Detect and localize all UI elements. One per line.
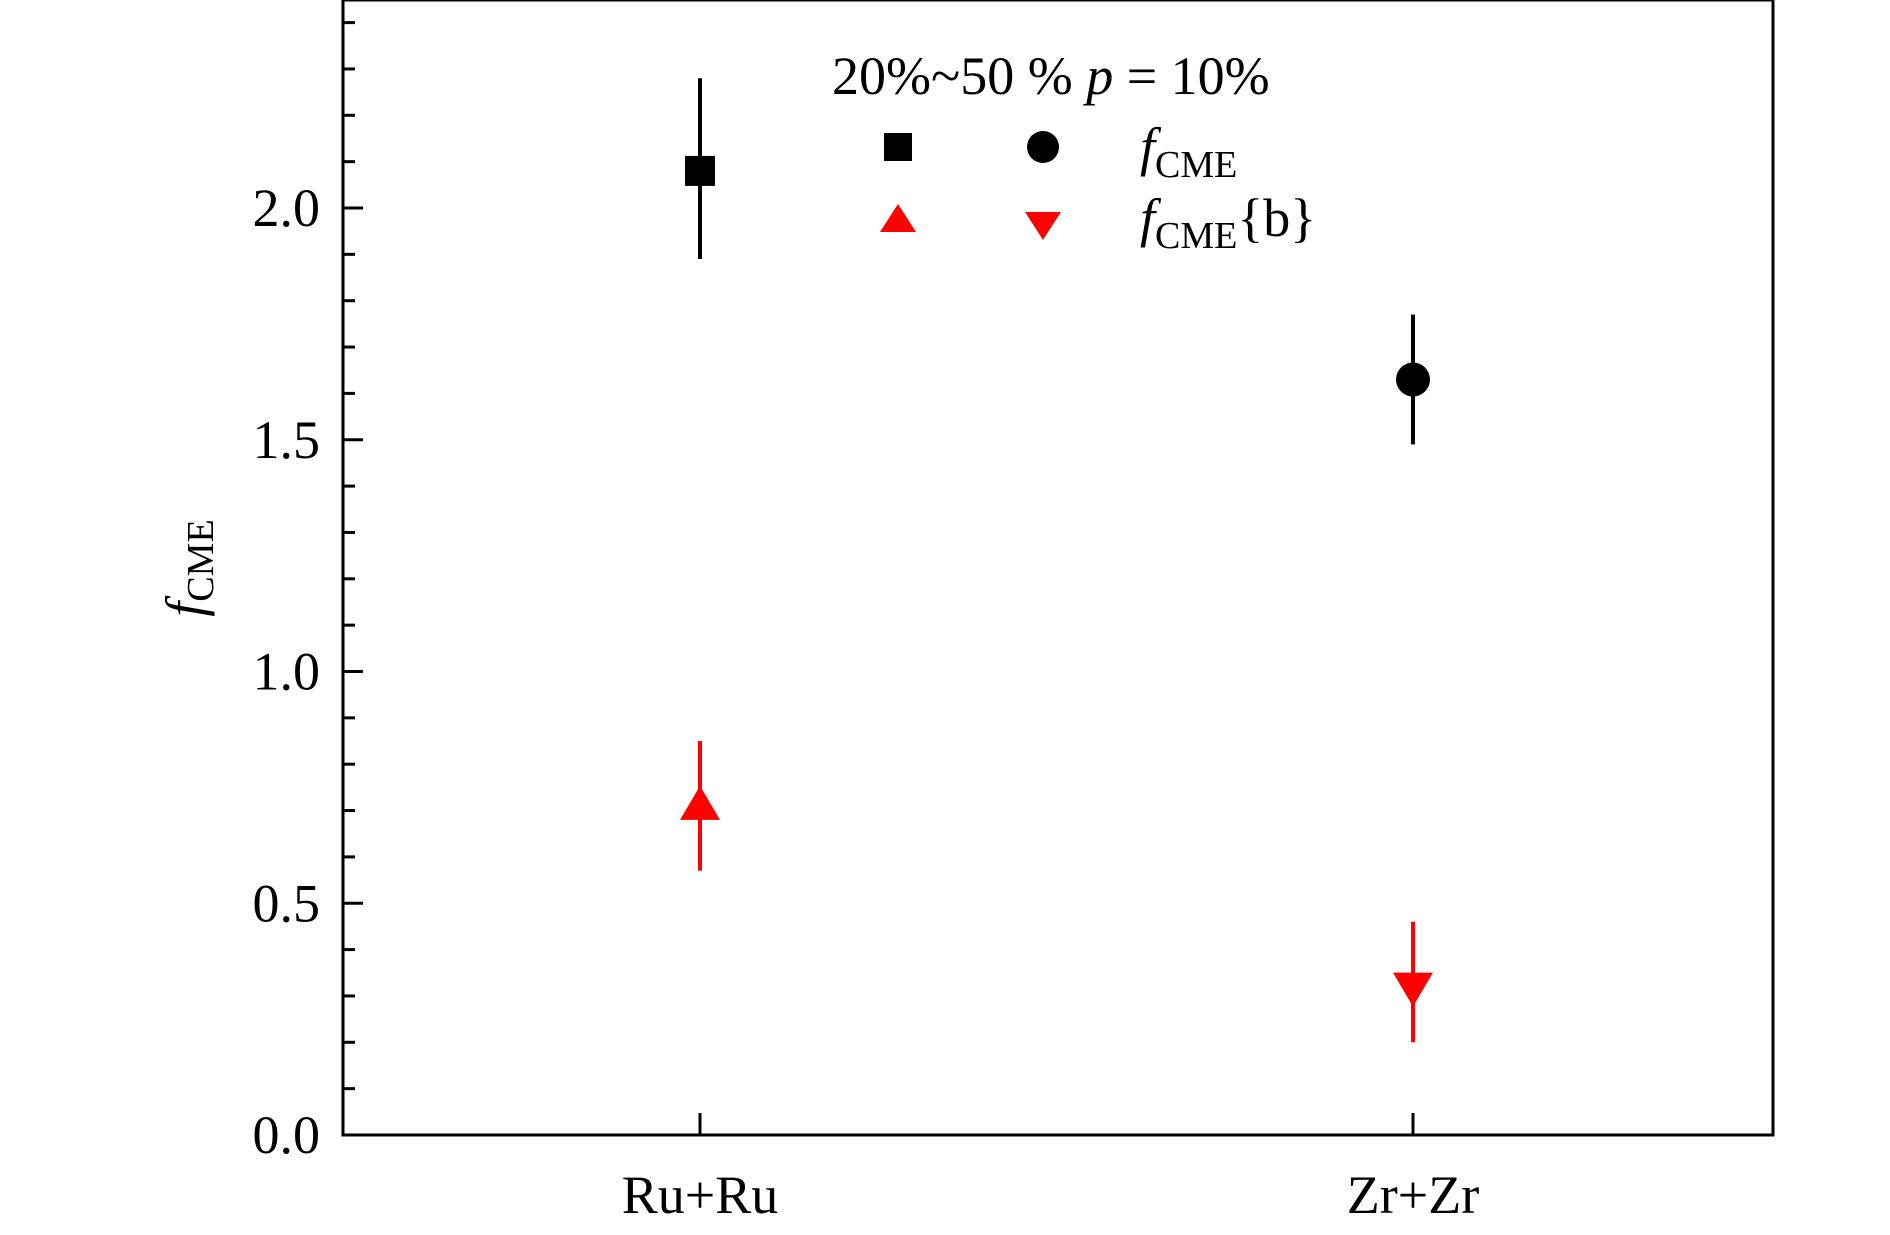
y-tick-label: 1.5 (253, 410, 321, 470)
plot-frame (341, 0, 1775, 1137)
y-tick-label: 0.0 (253, 1105, 321, 1165)
y-tick-labels: 0.0 0.5 1.0 1.5 2.0 (253, 178, 321, 1165)
data-point-square (685, 155, 715, 186)
x-tick-labels: Ru+Ru Zr+Zr (622, 1165, 1479, 1225)
legend-title: 20%~50 % p = 10% (832, 46, 1270, 106)
x-tick-label: Zr+Zr (1347, 1165, 1479, 1225)
legend-marker-square (884, 133, 912, 161)
axis-ticks (343, 21, 1415, 1137)
legend: fCME fCME{b} (880, 117, 1316, 257)
y-tick-label: 1.0 (253, 642, 321, 702)
y-tick-label: 0.5 (253, 873, 321, 933)
data-point-triangle-down (1393, 972, 1433, 1007)
data-marks (680, 78, 1433, 1043)
x-tick-label: Ru+Ru (622, 1165, 779, 1225)
data-point-triangle-up (680, 785, 720, 820)
legend-marker-circle (1027, 131, 1059, 163)
legend-label-fcme-b: fCME{b} (1140, 188, 1316, 257)
y-axis-label: fCME (155, 519, 222, 616)
legend-label-fcme: fCME (1140, 117, 1237, 186)
legend-marker-triangle-down (1025, 212, 1061, 240)
y-tick-label: 2.0 (253, 178, 321, 238)
data-point-circle (1396, 362, 1430, 397)
legend-marker-triangle-up (880, 204, 916, 232)
